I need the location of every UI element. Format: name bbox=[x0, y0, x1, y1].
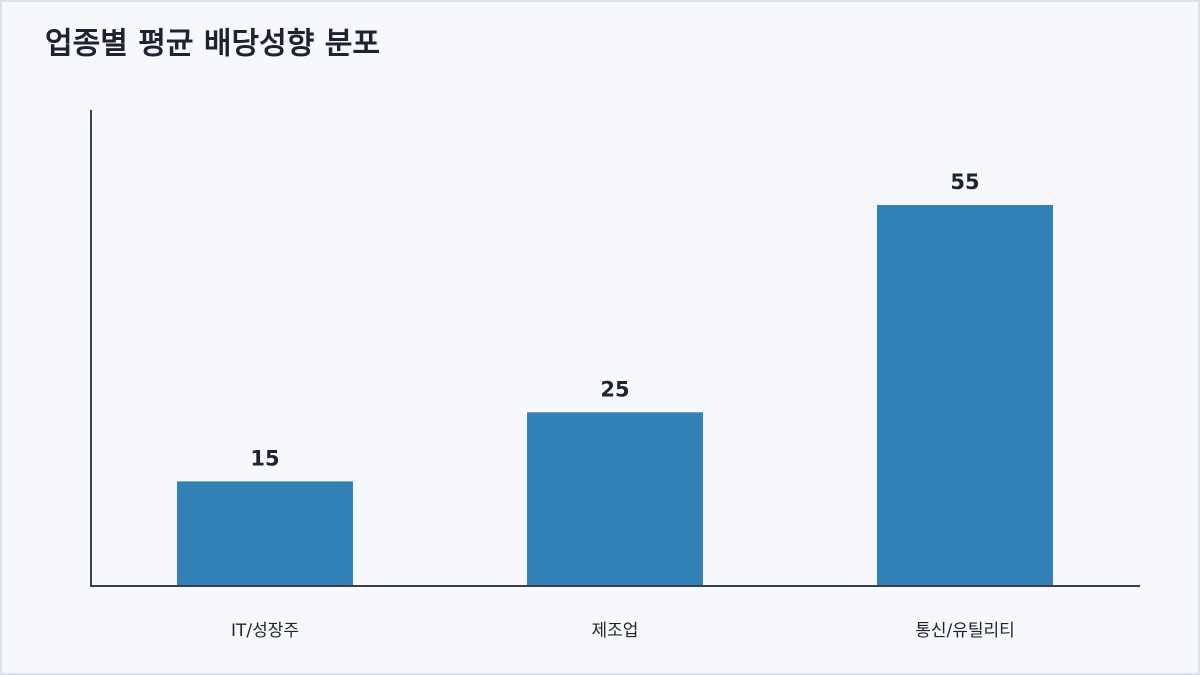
x-tick-label: IT/성장주 bbox=[231, 621, 299, 641]
x-tick-label: 통신/유틸리티 bbox=[915, 621, 1015, 641]
chart-title: 업종별 평균 배당성향 분포 bbox=[45, 27, 380, 62]
data-label: 15 bbox=[250, 446, 279, 470]
data-label: 25 bbox=[600, 377, 629, 401]
bar bbox=[877, 205, 1053, 585]
x-tick-label: 제조업 bbox=[592, 621, 639, 641]
data-label: 55 bbox=[950, 170, 979, 194]
bar bbox=[177, 481, 353, 585]
bar bbox=[527, 412, 703, 585]
